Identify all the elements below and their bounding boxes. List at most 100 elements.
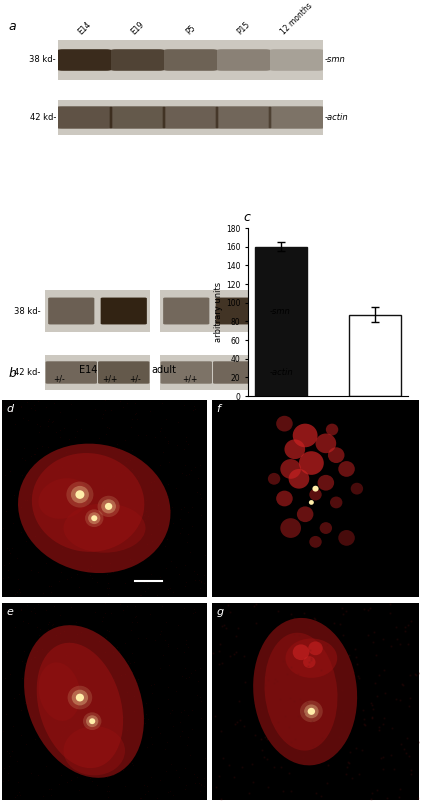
Point: [164, 478, 171, 491]
Point: [128, 463, 135, 476]
Point: [6, 667, 13, 680]
Point: [216, 657, 223, 670]
Point: [148, 567, 155, 580]
Point: [295, 710, 301, 723]
Point: [324, 777, 331, 790]
Point: [101, 404, 108, 417]
Point: [76, 696, 83, 709]
Point: [33, 418, 40, 430]
Point: [176, 527, 183, 540]
Point: [120, 763, 126, 776]
Point: [388, 748, 395, 761]
Point: [176, 567, 182, 580]
Point: [197, 661, 203, 674]
Ellipse shape: [264, 633, 338, 750]
Point: [6, 404, 13, 417]
Point: [162, 540, 168, 553]
Circle shape: [326, 424, 338, 435]
Point: [192, 574, 199, 587]
Point: [47, 580, 54, 592]
Point: [148, 731, 155, 744]
Point: [197, 784, 203, 797]
Point: [40, 684, 46, 697]
Point: [128, 443, 135, 456]
Point: [192, 605, 198, 618]
Point: [250, 775, 256, 788]
FancyBboxPatch shape: [98, 361, 149, 384]
Point: [2, 603, 9, 616]
Point: [167, 758, 174, 771]
Point: [336, 617, 343, 630]
Circle shape: [85, 509, 104, 527]
Circle shape: [328, 447, 344, 463]
Point: [12, 621, 19, 634]
Point: [354, 670, 361, 683]
Point: [59, 488, 66, 501]
Point: [362, 719, 368, 732]
Point: [45, 623, 51, 636]
Point: [121, 779, 128, 792]
Point: [104, 470, 111, 483]
Point: [239, 760, 245, 773]
Point: [262, 730, 269, 743]
Point: [128, 623, 135, 636]
Point: [123, 724, 130, 737]
Point: [5, 767, 12, 779]
Point: [96, 634, 102, 647]
Point: [86, 709, 93, 722]
Point: [224, 599, 231, 612]
Text: 38 kd-: 38 kd-: [29, 56, 56, 64]
Point: [345, 649, 352, 662]
Point: [101, 720, 107, 733]
Text: a: a: [8, 20, 16, 33]
Ellipse shape: [38, 478, 88, 519]
Point: [179, 725, 185, 737]
Point: [0, 762, 7, 775]
Point: [299, 751, 306, 764]
Point: [117, 669, 124, 682]
Point: [345, 755, 352, 768]
Point: [210, 646, 217, 659]
Point: [34, 441, 40, 454]
Point: [86, 568, 93, 581]
Point: [173, 685, 180, 698]
Ellipse shape: [24, 625, 144, 778]
Point: [42, 401, 49, 413]
Point: [52, 512, 59, 525]
Point: [50, 414, 56, 427]
Circle shape: [280, 518, 301, 538]
Point: [261, 750, 268, 763]
Point: [101, 517, 107, 530]
Point: [74, 771, 81, 783]
Point: [196, 488, 203, 501]
Point: [47, 783, 54, 796]
Point: [96, 431, 102, 444]
Point: [42, 604, 49, 617]
Point: [141, 513, 148, 526]
FancyBboxPatch shape: [110, 106, 165, 129]
Point: [220, 618, 227, 631]
Point: [386, 606, 393, 619]
Text: P15: P15: [235, 19, 252, 36]
Ellipse shape: [285, 638, 337, 678]
Point: [39, 476, 45, 488]
Point: [374, 783, 381, 796]
Point: [307, 652, 314, 665]
Point: [168, 501, 175, 513]
Point: [126, 656, 133, 669]
Point: [158, 600, 165, 613]
Point: [183, 536, 190, 549]
Point: [154, 791, 160, 804]
Circle shape: [98, 496, 120, 517]
Circle shape: [303, 656, 315, 668]
Point: [164, 638, 171, 650]
Point: [401, 621, 408, 634]
Point: [343, 604, 350, 617]
Point: [173, 482, 180, 495]
Point: [202, 752, 208, 765]
Point: [23, 396, 30, 409]
Point: [264, 674, 271, 687]
Point: [377, 752, 384, 765]
Point: [197, 459, 203, 472]
Point: [109, 476, 115, 488]
